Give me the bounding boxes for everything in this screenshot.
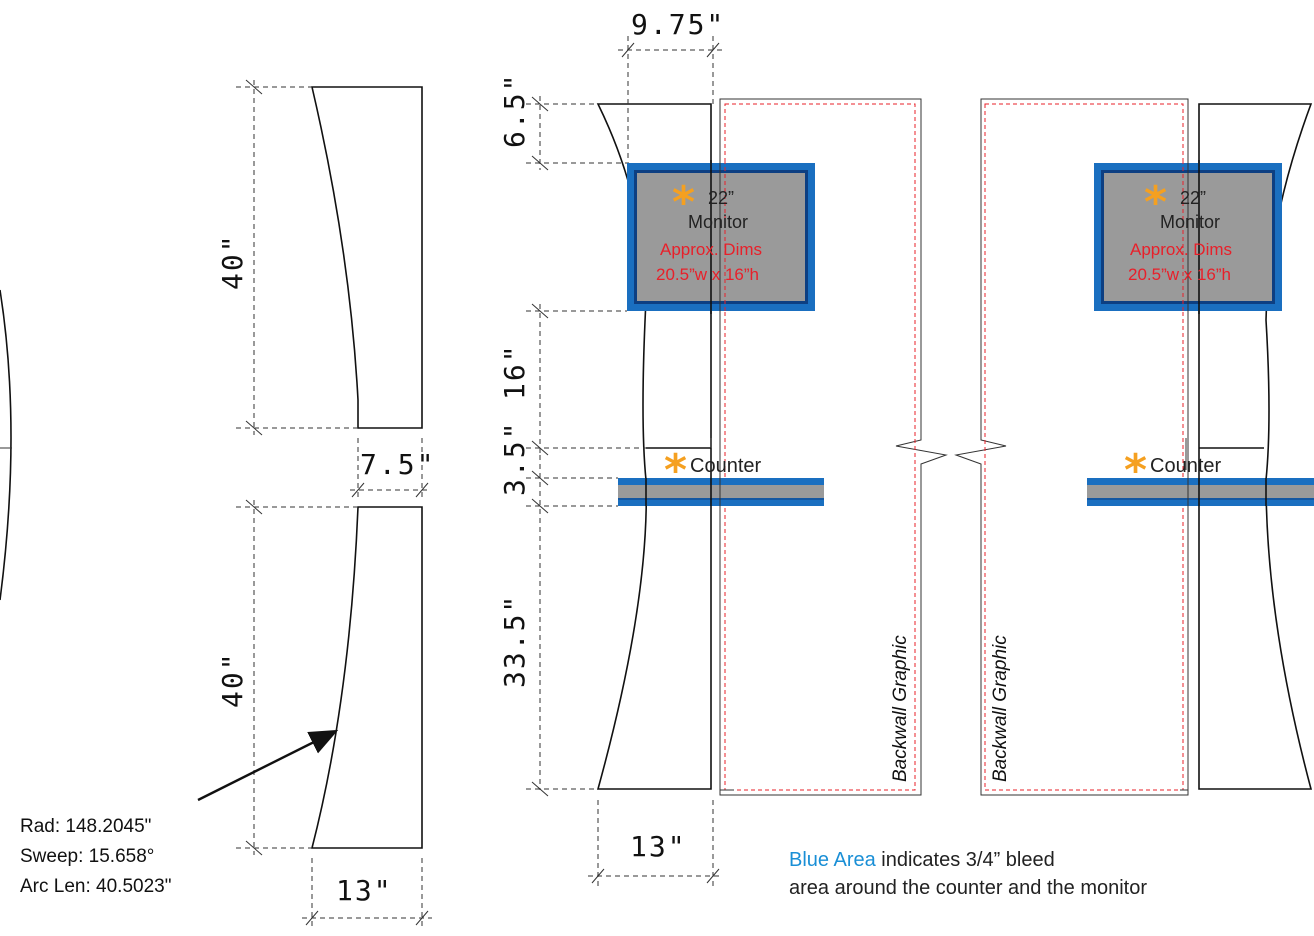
top-gap-label: 6.5" xyxy=(498,73,531,148)
monitor-label-right: Monitor xyxy=(1160,212,1220,232)
backwall-graphic-left xyxy=(719,98,948,796)
monitor-left xyxy=(627,163,815,311)
bleed-note-blue: Blue Area xyxy=(789,849,877,871)
arc-radius-label: Rad: 148.2045" xyxy=(20,816,151,837)
monitor-approx-left: Approx. Dims xyxy=(660,240,762,259)
counter-left xyxy=(618,478,824,506)
counter-right xyxy=(1087,478,1314,506)
monitor-star-right: * xyxy=(1144,177,1167,228)
counter-gap-label: 3.5" xyxy=(498,421,531,496)
left-lower-panel xyxy=(310,506,423,849)
bleed-note-rest: indicates 3/4” bleed xyxy=(876,849,1055,871)
counter-star-left: * xyxy=(664,445,687,496)
left-circle-arc xyxy=(0,289,12,601)
left-dimension-lines xyxy=(236,79,432,930)
monitor-star-left: * xyxy=(672,177,695,228)
lower-height-label: 33.5" xyxy=(498,594,531,688)
counter-star-right: * xyxy=(1124,445,1147,496)
monitor-label-left: Monitor xyxy=(688,212,748,232)
counter-label-right: Counter xyxy=(1150,455,1221,477)
left-mid-width-label: 7.5" xyxy=(360,448,435,481)
top-width-label: 9.75" xyxy=(631,8,725,41)
monitor-approx-right: Approx. Dims xyxy=(1130,240,1232,259)
bleed-note-line1: Blue Area indicates 3/4” bleed xyxy=(789,849,1055,871)
backwall-label-left: Backwall Graphic xyxy=(890,635,911,782)
backwall-graphic-right xyxy=(954,98,1189,796)
counter-label-left: Counter xyxy=(690,455,761,477)
arc-length-label: Arc Len: 40.5023" xyxy=(20,876,171,897)
center-dimension-lines xyxy=(526,36,722,888)
monitor-dims-left: 20.5”w x 16”h xyxy=(656,265,759,284)
left-upper-panel xyxy=(310,86,423,429)
bottom-width-label: 13" xyxy=(630,830,687,863)
arc-sweep-label: Sweep: 15.658° xyxy=(20,846,154,867)
monitor-dims-right: 20.5”w x 16”h xyxy=(1128,265,1231,284)
bleed-note-line2: area around the counter and the monitor xyxy=(789,877,1147,899)
monitor-size-left: 22” xyxy=(708,188,734,208)
arc-callout-arrow xyxy=(197,729,339,802)
mid-gap-label: 16" xyxy=(498,343,531,400)
monitor-size-right: 22” xyxy=(1180,188,1206,208)
left-lower-height-label: 40" xyxy=(216,651,249,708)
left-upper-height-label: 40" xyxy=(216,233,249,290)
backwall-label-right: Backwall Graphic xyxy=(990,635,1011,782)
left-bottom-width-label: 13" xyxy=(336,874,393,907)
